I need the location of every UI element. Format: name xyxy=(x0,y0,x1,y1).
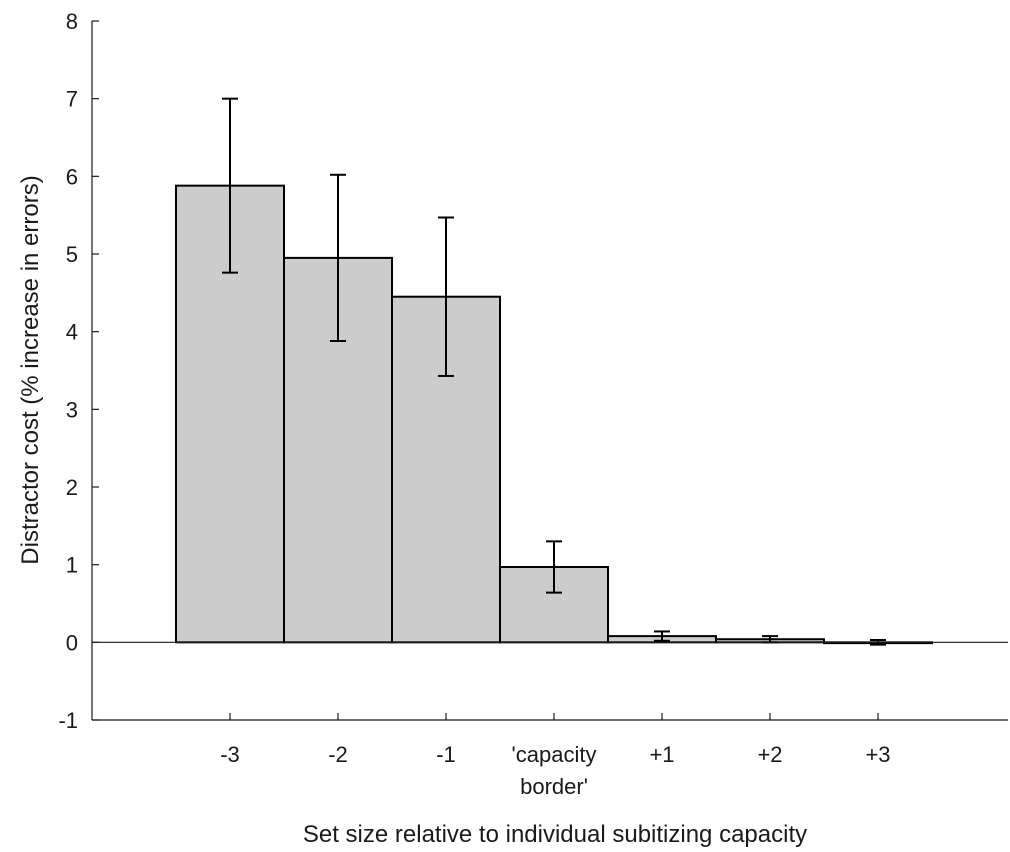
y-tick-label: -1 xyxy=(58,708,78,733)
x-axis-title: Set size relative to individual subitizi… xyxy=(303,821,807,848)
error-bar-4 xyxy=(546,540,562,594)
x-ticks-layer: -3 -2 -1 'capacity border' +1 +2 +3 xyxy=(220,713,891,799)
error-bar-5 xyxy=(654,630,670,642)
y-tick-label: 2 xyxy=(66,475,78,500)
y-tick-label: 6 xyxy=(66,164,78,189)
y-tick-label: 3 xyxy=(66,397,78,422)
y-tick-label: 7 xyxy=(66,87,78,112)
x-tick-label: +1 xyxy=(649,742,674,767)
error-bar-3 xyxy=(438,216,454,377)
y-tick-label: 8 xyxy=(66,9,78,34)
y-tick-label: 5 xyxy=(66,242,78,267)
x-tick-label: +2 xyxy=(757,742,782,767)
x-tick-label: -3 xyxy=(220,742,240,767)
x-tick-label: 'capacity border' xyxy=(512,742,597,799)
x-tick-label: -2 xyxy=(328,742,348,767)
error-bar-1 xyxy=(222,97,238,274)
y-ticks-layer: -1 0 1 2 3 4 5 6 7 8 xyxy=(58,9,99,733)
y-tick-label: 4 xyxy=(66,320,78,345)
axes-layer xyxy=(91,21,1008,721)
x-tick-label: +3 xyxy=(865,742,890,767)
error-bars-layer xyxy=(222,97,886,646)
y-axis-title: Distractor cost (% increase in errors) xyxy=(17,175,44,564)
y-tick-label: 0 xyxy=(66,630,78,655)
bar-4 xyxy=(499,565,609,644)
y-tick-label: 1 xyxy=(66,553,78,578)
error-bar-2 xyxy=(330,173,346,342)
x-tick-label: -1 xyxy=(436,742,456,767)
